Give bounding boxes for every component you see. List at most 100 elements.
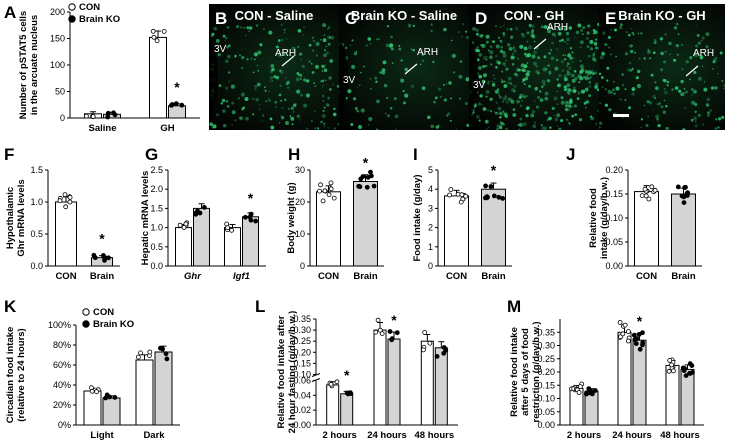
cell-dot xyxy=(356,109,359,113)
cell-dot xyxy=(445,83,448,85)
cell-dot xyxy=(593,58,597,62)
cell-dot xyxy=(481,34,484,37)
y-tick-label-l: 0.00 xyxy=(293,420,311,430)
cell-dot xyxy=(489,97,493,101)
cell-dot xyxy=(321,113,326,119)
cell-dot xyxy=(512,108,516,111)
cell-dot xyxy=(459,97,461,100)
data-point-h xyxy=(320,198,326,204)
cell-dot xyxy=(548,116,552,121)
cell-dot xyxy=(238,116,242,120)
cell-dot xyxy=(615,55,617,58)
legend-label-a: Brain KO xyxy=(79,14,120,25)
cell-dot xyxy=(485,34,490,39)
cell-dot xyxy=(453,71,456,74)
y-tick-label-l: 0.20 xyxy=(293,347,311,357)
data-point-l xyxy=(375,317,381,323)
cell-dot xyxy=(528,23,532,28)
x-tick-label-l: 24 hours xyxy=(367,430,407,440)
cell-dot xyxy=(225,100,229,103)
cell-dot xyxy=(485,95,488,98)
cell-dot xyxy=(412,48,415,52)
cell-dot xyxy=(628,33,631,37)
cell-dot xyxy=(581,89,585,94)
cell-dot xyxy=(488,126,490,129)
cell-dot xyxy=(446,114,449,117)
cell-dot xyxy=(365,44,368,47)
cell-dot xyxy=(526,107,530,110)
data-point-g xyxy=(201,204,207,210)
cell-dot xyxy=(539,90,542,93)
micrograph-title-b: CON - Saline xyxy=(234,8,314,23)
data-point-h xyxy=(328,180,334,186)
cell-dot xyxy=(518,122,523,127)
cell-dot xyxy=(666,80,670,84)
cell-dot xyxy=(215,113,219,117)
cell-dot xyxy=(495,101,498,104)
cell-dot xyxy=(290,106,294,110)
cell-dot xyxy=(280,99,282,102)
cell-dot xyxy=(400,78,405,83)
cell-dot xyxy=(530,30,534,34)
cell-dot xyxy=(459,60,463,63)
cell-dot xyxy=(374,76,378,80)
data-point-h xyxy=(326,192,332,198)
cell-dot xyxy=(311,71,315,74)
data-point-m xyxy=(626,329,631,334)
cell-dot xyxy=(569,56,573,60)
cell-dot xyxy=(314,85,317,87)
cell-dot xyxy=(658,102,661,105)
cell-dot xyxy=(355,107,358,110)
cell-dot xyxy=(698,41,701,45)
label-3v-d: 3V xyxy=(473,80,486,91)
cell-dot xyxy=(390,35,393,39)
cell-dot xyxy=(289,115,292,117)
cell-dot xyxy=(588,94,592,98)
cell-dot xyxy=(370,87,372,90)
data-point-m xyxy=(640,330,645,336)
cell-dot xyxy=(315,41,320,47)
cell-dot xyxy=(236,25,239,29)
y-tick-label-g: 1.0 xyxy=(150,223,163,233)
cell-dot xyxy=(691,88,694,91)
cell-dot xyxy=(325,51,329,55)
cell-dot xyxy=(577,93,580,95)
x-tick-label-g: Ghr xyxy=(184,271,202,282)
cell-dot xyxy=(225,37,228,40)
cell-dot xyxy=(220,102,223,105)
cell-dot xyxy=(285,82,289,86)
cell-dot xyxy=(265,100,267,103)
cell-dot xyxy=(522,95,526,99)
cell-dot xyxy=(297,45,300,48)
x-tick-label-l: 48 hours xyxy=(415,430,455,440)
data-point-j xyxy=(646,196,652,202)
bar-m xyxy=(680,368,695,426)
legend-marker-k xyxy=(82,308,90,316)
cell-dot xyxy=(630,69,633,72)
cell-dot xyxy=(322,85,324,87)
cell-dot xyxy=(637,32,640,35)
cell-dot xyxy=(488,80,490,83)
cell-dot xyxy=(630,49,634,54)
cell-dot xyxy=(512,46,516,50)
cell-dot xyxy=(508,97,513,102)
cell-dot xyxy=(501,70,504,73)
data-point-g xyxy=(181,225,187,230)
cell-dot xyxy=(521,33,526,38)
cell-dot xyxy=(506,97,510,101)
data-point-l xyxy=(434,353,440,359)
cell-dot xyxy=(478,102,482,106)
cell-dot xyxy=(252,113,255,116)
cell-dot xyxy=(689,56,693,60)
cell-dot xyxy=(556,78,559,81)
micrograph-con-saline-texture xyxy=(209,23,339,130)
cell-dot xyxy=(222,34,226,38)
cell-dot xyxy=(243,26,246,29)
y-tick-label-i: 4 xyxy=(428,184,433,194)
cell-dot xyxy=(421,59,425,63)
significance-f: * xyxy=(99,231,105,247)
cell-dot xyxy=(681,44,684,46)
cell-dot xyxy=(487,49,490,52)
cell-dot xyxy=(421,86,426,90)
data-point-h xyxy=(371,183,377,189)
